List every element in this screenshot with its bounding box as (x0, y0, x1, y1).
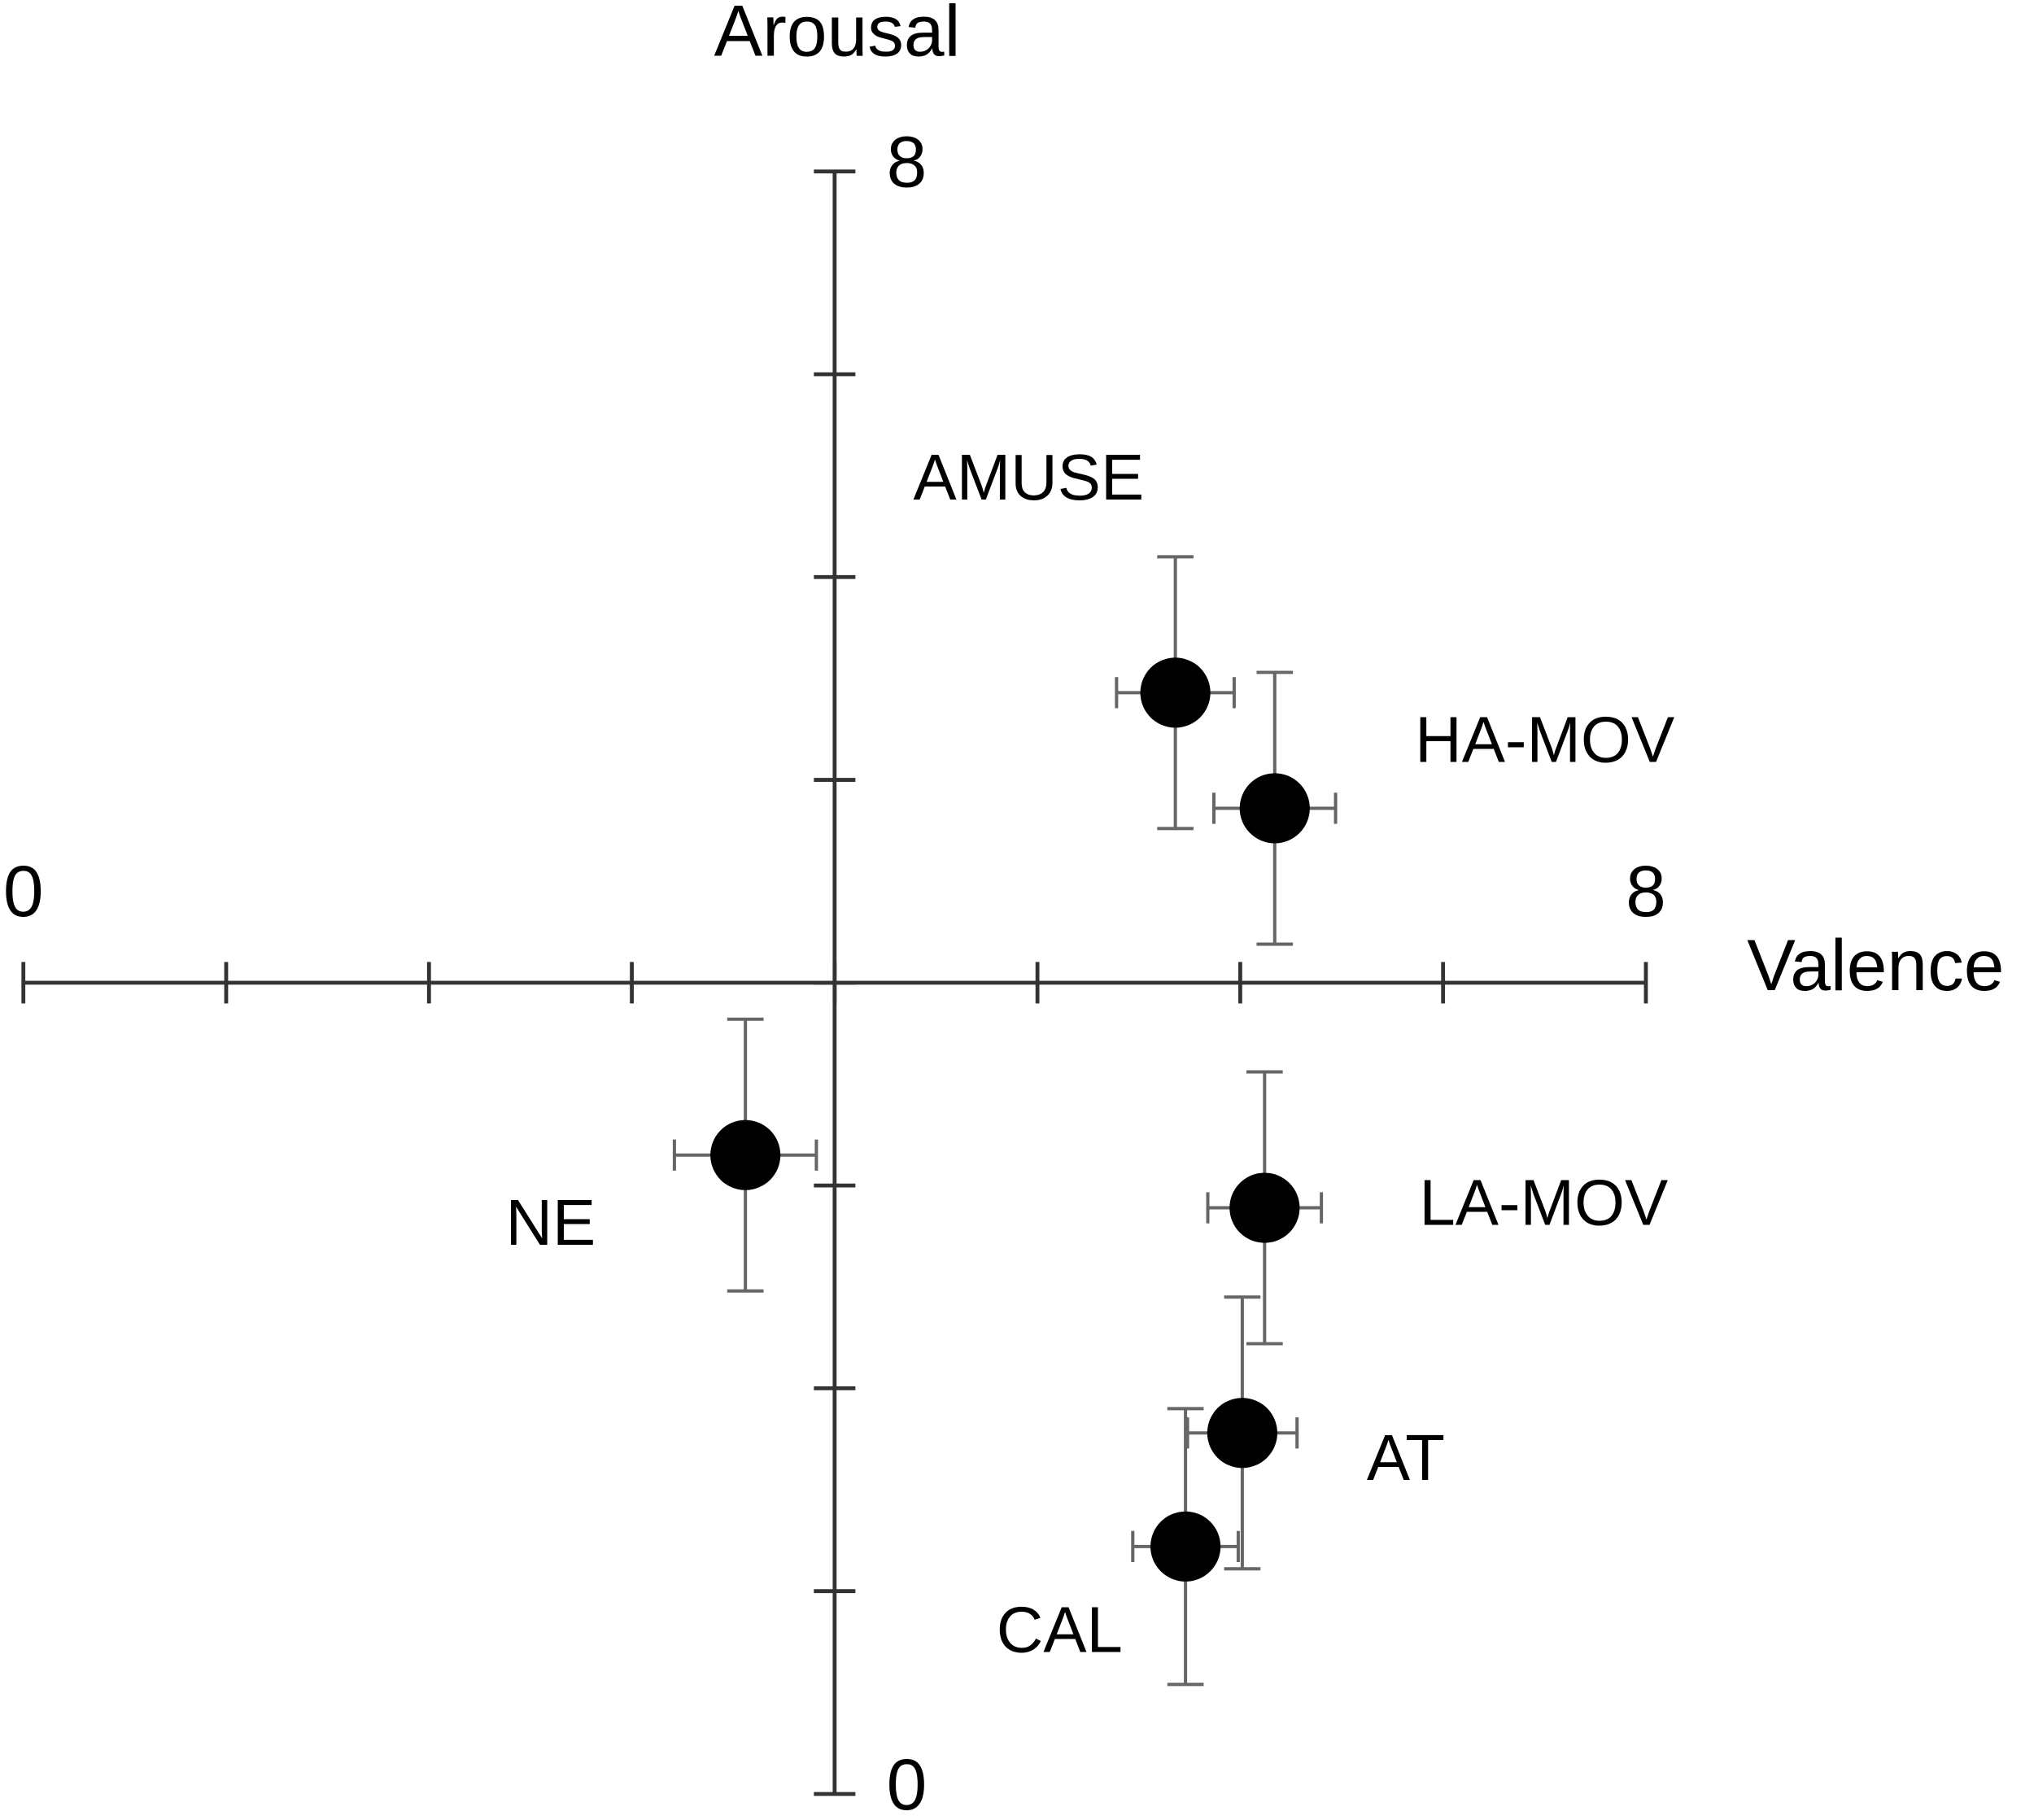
y-tick-label: 0 (887, 1744, 928, 1820)
point-label: NE (505, 1186, 596, 1259)
x-tick-label: 0 (3, 850, 44, 932)
point-label: AMUSE (914, 441, 1145, 513)
x-tick-label: 8 (1626, 850, 1666, 932)
point (710, 1119, 781, 1190)
point (1140, 657, 1211, 728)
y-tick-label: 8 (887, 121, 928, 203)
point-label: CAL (997, 1593, 1123, 1665)
point (1150, 1511, 1221, 1582)
y-axis-title: Arousal (714, 0, 961, 71)
point (1229, 1172, 1300, 1243)
point-label: AT (1367, 1421, 1445, 1494)
x-axis-title: Valence (1747, 924, 2004, 1006)
point-label: HA-MOV (1415, 703, 1674, 775)
point-label: LA-MOV (1419, 1167, 1668, 1239)
point (1239, 773, 1310, 844)
point (1207, 1398, 1277, 1469)
